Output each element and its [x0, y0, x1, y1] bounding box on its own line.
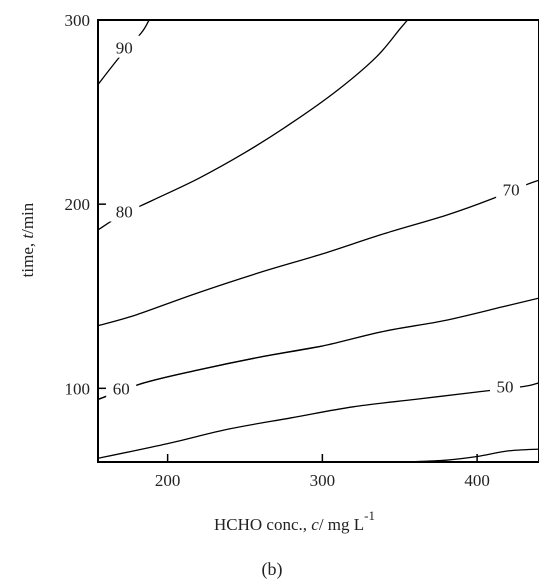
y-tick-label: 300 — [65, 11, 91, 30]
x-axis: 200 300 400 — [155, 454, 490, 490]
contour-label-bg — [489, 374, 520, 397]
y-axis-title-var: t — [18, 233, 37, 239]
contour-label-bg — [106, 376, 137, 399]
contour-label: 90 — [116, 39, 133, 58]
x-tick-label: 300 — [310, 471, 336, 490]
x-tick-label: 200 — [155, 471, 181, 490]
x-axis-title-unit: / mg L — [319, 515, 364, 534]
figure-caption: (b) — [262, 559, 283, 580]
contour-labels: 90 80 70 60 50 — [106, 35, 527, 399]
contour-line — [97, 297, 539, 401]
y-tick-label: 100 — [65, 379, 91, 398]
x-axis-title-var: c — [311, 515, 319, 534]
y-axis-title-unit: /min — [18, 202, 37, 234]
plot-frame — [97, 19, 539, 463]
contour-label: 70 — [503, 180, 520, 199]
contour-label: 50 — [496, 377, 513, 396]
x-axis-title-sup: -1 — [364, 508, 375, 523]
contour-lines — [97, 19, 539, 463]
x-axis-title-prefix: HCHO conc., — [214, 515, 311, 534]
contour-label-bg — [496, 177, 527, 200]
contour-line — [97, 19, 408, 231]
x-tick-label: 400 — [464, 471, 490, 490]
contour-label-bg — [109, 199, 140, 222]
y-axis-title-prefix: time, — [18, 239, 37, 278]
y-tick-label: 200 — [65, 195, 91, 214]
contour-line — [407, 448, 539, 463]
contour-line — [97, 382, 539, 459]
contour-label-bg — [109, 35, 140, 58]
contour-label: 80 — [116, 203, 133, 222]
y-axis-title: time, t/min — [18, 202, 37, 277]
contour-line — [97, 179, 539, 327]
y-axis: 100 200 300 — [65, 11, 106, 398]
contour-label: 60 — [113, 379, 130, 398]
x-axis-title: HCHO conc., c/ mg L-1 — [214, 508, 375, 534]
